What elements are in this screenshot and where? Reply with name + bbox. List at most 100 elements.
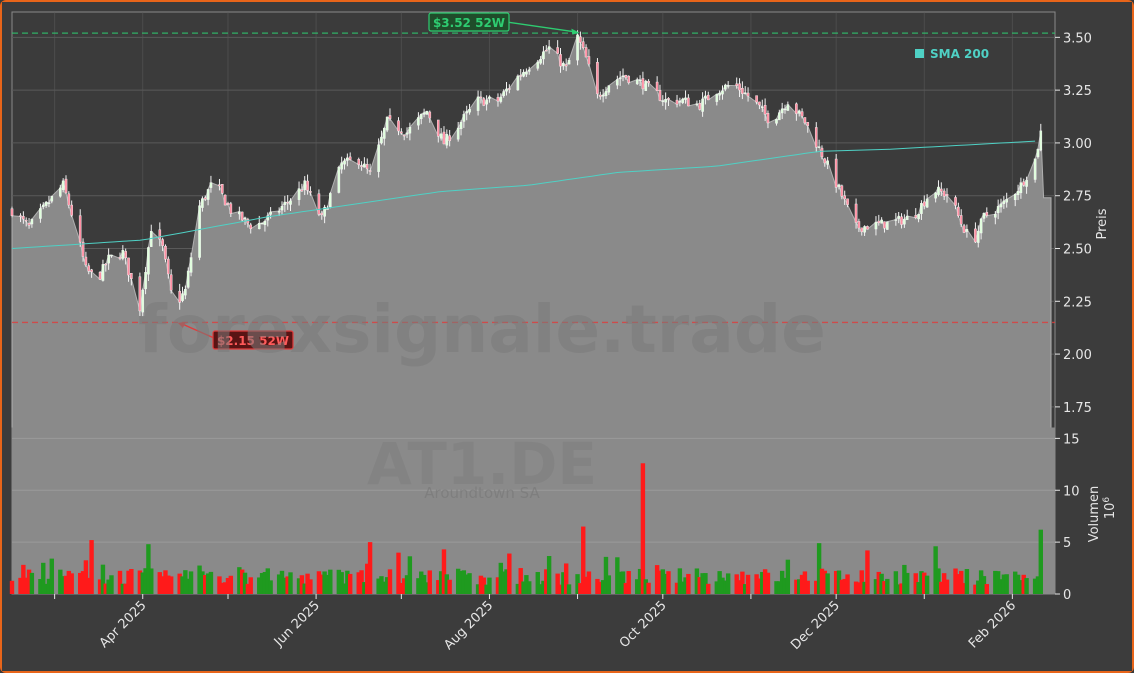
candle-body <box>863 226 866 233</box>
volume-bar <box>600 580 606 594</box>
volume-bar <box>754 574 759 594</box>
candle-body <box>857 221 861 229</box>
volume-bar <box>200 571 205 594</box>
candle-body <box>556 47 559 54</box>
volume-bar <box>697 577 702 594</box>
candle-body <box>604 91 608 96</box>
volume-bar <box>626 571 631 594</box>
volume-bar <box>578 583 583 594</box>
volume-bar <box>993 570 998 594</box>
volume-bar <box>347 573 353 594</box>
candle-body <box>306 180 309 191</box>
candle-body <box>283 201 287 205</box>
volume-bar <box>916 582 921 594</box>
volume-bar <box>140 572 145 594</box>
volume-bar <box>663 573 668 594</box>
candle-body <box>226 202 230 205</box>
candle-body <box>618 77 622 80</box>
volume-bar <box>924 575 930 594</box>
candle-body <box>823 158 827 164</box>
candle-body <box>124 251 127 259</box>
volume-bar <box>777 581 782 594</box>
candle-body <box>436 119 440 137</box>
candle-body <box>974 228 977 243</box>
candle-body <box>698 102 702 110</box>
candle-body <box>266 215 270 221</box>
volume-bar <box>296 578 302 594</box>
volume-bar <box>336 569 342 594</box>
candle-body <box>587 56 591 65</box>
candle-body <box>616 79 619 86</box>
candle-body <box>297 188 301 200</box>
price-tick-label: 2.25 <box>1063 295 1092 310</box>
low-label-box <box>212 330 294 350</box>
candle-body <box>860 227 864 233</box>
candle-body <box>27 222 31 226</box>
volume-bar <box>959 570 964 594</box>
volume-bar <box>21 564 26 594</box>
low-label: $2.15 52W <box>217 334 289 348</box>
candle-body <box>363 163 366 168</box>
volume-bar <box>603 556 609 594</box>
volume-bar <box>660 569 666 594</box>
volume-bar <box>69 573 74 594</box>
candle-body <box>883 221 886 229</box>
volume-bar <box>694 568 700 594</box>
candle-body <box>766 112 770 124</box>
candle-body <box>886 221 889 230</box>
volume-bar <box>620 571 626 594</box>
candle-body <box>456 127 460 140</box>
volume-bar <box>762 569 768 594</box>
candle-body <box>260 222 264 225</box>
candle-body <box>130 273 133 279</box>
volume-panel-background <box>11 427 1056 595</box>
volume-bar <box>328 569 333 594</box>
volume-bar <box>78 572 83 594</box>
candle-body <box>544 49 548 52</box>
candle-body <box>840 185 844 197</box>
volume-bar <box>876 571 881 594</box>
volume-bar <box>205 573 211 594</box>
volume-bar <box>186 578 191 594</box>
candle-body <box>59 187 62 197</box>
candle-body <box>667 98 670 100</box>
volume-bars <box>9 463 1043 594</box>
volume-bar <box>643 579 648 594</box>
volume-bar <box>998 579 1004 594</box>
candle-body <box>959 215 963 225</box>
candle-body <box>127 257 130 276</box>
volume-bar <box>282 577 288 594</box>
volume-bar <box>814 580 819 594</box>
volume-bar <box>356 572 361 594</box>
candle-body <box>562 62 565 67</box>
volume-bar <box>461 570 467 594</box>
volume-bar <box>342 583 347 594</box>
volume-bar <box>933 546 938 594</box>
volume-bar <box>941 573 947 594</box>
volume-bar <box>703 573 708 594</box>
high-arrow <box>506 21 577 33</box>
price-tick-label: 3.00 <box>1063 137 1092 152</box>
volume-bar <box>865 550 870 594</box>
volume-bar <box>978 570 984 594</box>
candle-body <box>778 112 781 121</box>
price-tick-label: 2.75 <box>1063 190 1092 205</box>
candle-body <box>1033 158 1037 180</box>
volume-bar <box>322 571 327 594</box>
volume-bar <box>913 573 918 594</box>
candle-body <box>1005 199 1008 203</box>
candle-body <box>900 216 903 225</box>
candle-body <box>655 81 659 92</box>
candle-body <box>579 36 582 43</box>
candle-body <box>505 88 508 92</box>
candle-body <box>985 211 989 216</box>
volume-bar <box>498 562 504 594</box>
volume-bar <box>740 571 745 594</box>
candle-body <box>118 256 122 259</box>
candle-body <box>820 147 824 158</box>
volume-bar <box>527 581 532 594</box>
volume-bar <box>427 570 432 594</box>
candle-body <box>903 218 906 225</box>
volume-bar <box>873 579 879 594</box>
volume-bar <box>166 575 171 594</box>
